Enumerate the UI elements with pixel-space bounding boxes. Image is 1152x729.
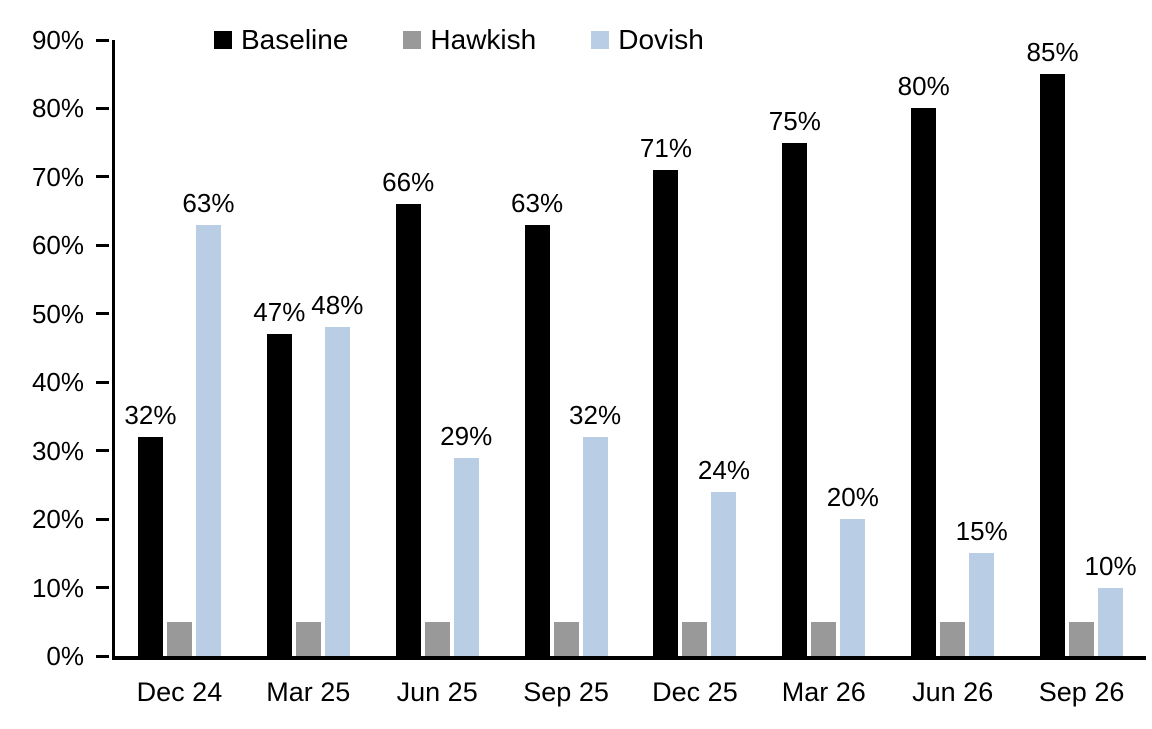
y-tick-mark [96,38,109,42]
y-tick-label-70-: 70% [31,161,84,192]
bar-dovish-dec-25: 24% [698,455,750,656]
y-tick-label-10-: 10% [31,572,84,603]
x-axis-label-mar-25: Mar 25 [266,677,351,707]
bar-value-label-baseline-dec-25: 71% [639,133,692,164]
bar-value-label-baseline-mar-25: 47% [253,297,306,328]
bar-group-dec-24: 32% 63% Dec 24 [124,40,234,707]
x-axis-label-jun-26: Jun 26 [912,677,994,707]
bar-value-label-baseline-jun-25: 66% [382,167,435,198]
y-tick-mark [96,517,109,521]
bar-group-mar-25: 47% 48% Mar 25 [253,40,363,707]
bar-baseline-sep-26: 85% [1027,37,1079,656]
y-tick-mark [96,175,109,179]
legend-label-hawkish: Hawkish [430,24,537,55]
y-tick-mark [96,243,109,247]
legend-item-baseline: Baseline [214,26,348,54]
y-tick-label-80-: 80% [31,93,84,124]
y-tick-label-60-: 60% [31,230,84,261]
y-tick-mark [96,312,109,316]
bar-baseline-jun-25: 66% [382,167,434,656]
bar-value-label-dovish-mar-26: 20% [826,482,879,513]
bar-dovish-jun-25: 29% [440,421,492,656]
bar-baseline-sep-25: 63% [511,188,563,656]
y-tick-label-90-: 90% [31,25,84,55]
x-axis-label-sep-25: Sep 25 [523,677,609,707]
y-tick-mark [96,380,109,384]
bar-value-label-dovish-jun-25: 29% [440,420,493,451]
bar-value-label-dovish-sep-26: 10% [1084,550,1137,581]
bar-hawkish-sep-26 [1069,621,1095,656]
y-tick-label-50-: 50% [31,298,84,329]
y-tick-mark [96,449,109,453]
bar-hawkish-dec-25 [682,621,708,656]
legend-swatch-dovish-icon [591,31,610,49]
legend-label-dovish: Dovish [618,24,704,55]
x-axis-label-dec-25: Dec 25 [652,677,738,707]
bar-dovish-mar-26: 20% [827,482,879,656]
bar-value-label-dovish-mar-25: 48% [311,290,364,321]
y-tick-mark [96,654,109,658]
x-axis-label-sep-26: Sep 26 [1038,677,1125,707]
bar-dovish-mar-25: 48% [311,290,363,656]
bar-value-label-baseline-sep-26: 85% [1026,37,1079,68]
bar-value-label-baseline-sep-25: 63% [511,187,564,218]
bar-group-dec-25: 71% 24% Dec 25 [640,40,750,707]
bar-value-label-dovish-sep-25: 32% [569,399,622,430]
bar-value-label-baseline-dec-24: 32% [124,399,177,430]
bar-baseline-jun-26: 80% [898,71,950,656]
bar-group-mar-26: 75% 20% Mar 26 [769,40,879,707]
bar-group-sep-25: 63% 32% Sep 25 [511,40,621,707]
legend-item-dovish: Dovish [591,26,704,54]
bar-baseline-dec-25: 71% [640,133,692,656]
bar-dovish-dec-24: 63% [182,188,234,656]
bar-value-label-dovish-jun-26: 15% [955,516,1008,547]
bar-value-label-baseline-jun-26: 80% [897,71,950,102]
bar-value-label-baseline-mar-26: 75% [768,105,821,136]
bar-dovish-sep-25: 32% [569,400,621,656]
y-tick-label-0-: 0% [46,641,84,671]
bar-group-jun-25: 66% 29% Jun 25 [382,40,492,707]
legend-swatch-hawkish-icon [403,31,422,49]
x-axis-label-jun-25: Jun 25 [396,677,478,707]
plot-area: 32% 63% Dec 24 47% 48% Mar 25 66% 29% Jun 25 63% 3… [112,37,1146,707]
bar-dovish-jun-26: 15% [956,516,1008,656]
legend-swatch-baseline-icon [214,31,232,49]
bar-hawkish-jun-25 [424,621,450,656]
bar-hawkish-jun-26 [940,621,966,656]
legend-label-baseline: Baseline [241,24,349,55]
bar-baseline-dec-24: 32% [124,400,176,656]
chart-legend: Baseline Hawkish Dovish [214,26,704,54]
bar-hawkish-mar-25 [295,621,321,656]
bar-value-label-dovish-dec-25: 24% [697,454,750,485]
y-tick-label-30-: 30% [31,435,84,466]
bar-group-jun-26: 80% 15% Jun 26 [898,40,1008,707]
legend-item-hawkish: Hawkish [403,26,536,54]
bar-hawkish-dec-24 [166,621,192,656]
bar-dovish-sep-26: 10% [1085,551,1137,656]
y-axis: 0% 10% 20% 30% 40% 50% 60% 70% 80% 90% [0,25,109,671]
y-tick-label-20-: 20% [31,504,84,535]
y-tick-label-40-: 40% [31,367,84,398]
x-axis-label-mar-26: Mar 26 [781,677,866,707]
bar-baseline-mar-26: 75% [769,106,821,656]
bar-value-label-dovish-dec-24: 63% [182,187,235,218]
bar-baseline-mar-25: 47% [253,297,305,656]
bar-group-sep-26: 85% 10% Sep 26 [1027,37,1137,707]
x-axis-label-dec-24: Dec 24 [136,677,223,707]
y-tick-mark [96,106,109,110]
bar-hawkish-sep-25 [553,621,579,656]
y-tick-mark [96,586,109,590]
bar-hawkish-mar-26 [811,621,837,656]
